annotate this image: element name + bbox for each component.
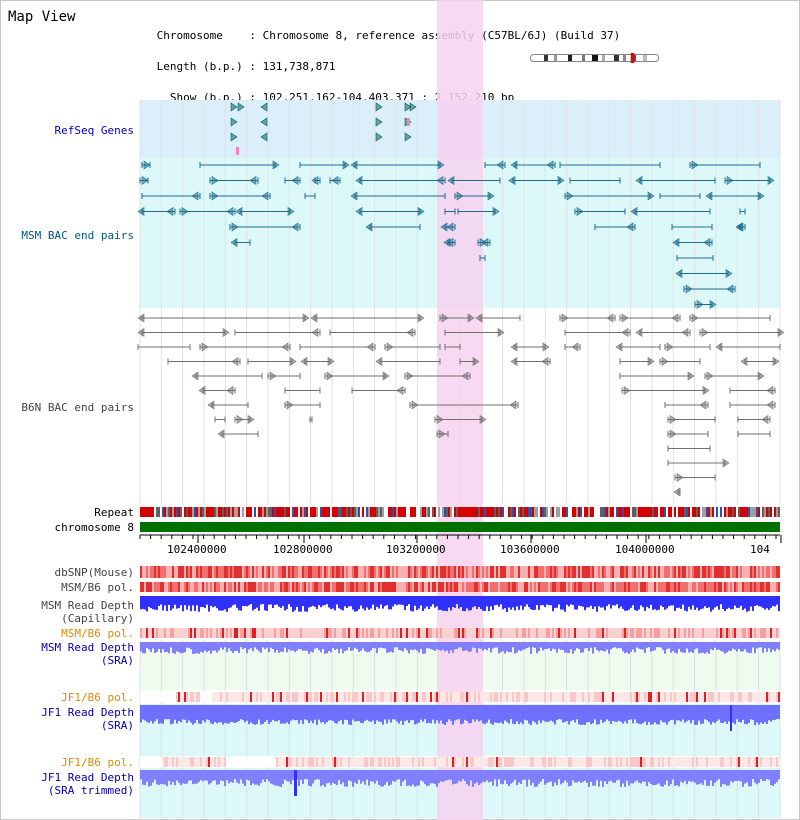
track-label-jf1-depth-sra[interactable]: JF1 Read Depth [41, 706, 134, 719]
track-label-jf1-b6-pol-trimmed[interactable]: JF1/B6 pol. [61, 756, 134, 769]
track-label-msm-depth-sra-sub: (SRA) [100, 654, 134, 667]
chromosome-ideogram[interactable] [530, 53, 660, 63]
page-title: Map View [8, 9, 76, 25]
track-label-msm-b6-pol-sra[interactable]: MSM/B6 pol. [61, 627, 134, 640]
span-info-row: Read coverage check span : 10,000 [150, 122, 369, 136]
axis-tick-label: 102800000 [273, 543, 333, 556]
track-label-dbsnp[interactable]: dbSNP(Mouse) [54, 566, 134, 579]
track-label-jf1-depth-sra-sub: (SRA) [100, 719, 134, 732]
axis-tick-label: 104 [750, 543, 770, 556]
track-label-msm-depth-sra[interactable]: MSM Read Depth [41, 641, 134, 654]
chromosome-info-row: Chromosome : Chromosome 8, reference ass… [156, 28, 621, 42]
track-label-msm-bac[interactable]: MSM BAC end pairs [21, 229, 134, 242]
axis-tick-label: 104000000 [615, 543, 675, 556]
track-label-jf1-depth-trimmed[interactable]: JF1 Read Depth [41, 771, 134, 784]
track-label-jf1-b6-pol[interactable]: JF1/B6 pol. [61, 691, 134, 704]
track-label-b6n-bac[interactable]: B6N BAC end pairs [21, 401, 134, 414]
region-info: Chromosome : Chromosome 8, reference ass… [150, 10, 620, 145]
track-label-jf1-depth-trimmed-sub: (SRA trimmed) [47, 784, 134, 797]
axis-tick-label: 103600000 [500, 543, 560, 556]
track-label-msm-b6-pol[interactable]: MSM/B6 pol. [61, 581, 134, 594]
track-label-refseq-genes[interactable]: RefSeq Genes [54, 124, 134, 137]
track-label-repeat[interactable]: Repeat [94, 506, 134, 519]
show-info-row: Show (b.p.) : 102,251,162-104,403,371 : … [169, 91, 515, 105]
ideogram-svg [530, 53, 659, 63]
track-label-msm-depth-capillary-sub: (Capillary) [61, 612, 134, 625]
axis-tick-label: 103200000 [386, 543, 446, 556]
track-label-msm-depth-capillary[interactable]: MSM Read Depth [41, 599, 134, 612]
axis-tick-label: 102400000 [167, 543, 227, 556]
length-info-row: Length (b.p.) : 131,738,871 [156, 60, 336, 74]
track-label-chromosome[interactable]: chromosome 8 [54, 521, 134, 534]
